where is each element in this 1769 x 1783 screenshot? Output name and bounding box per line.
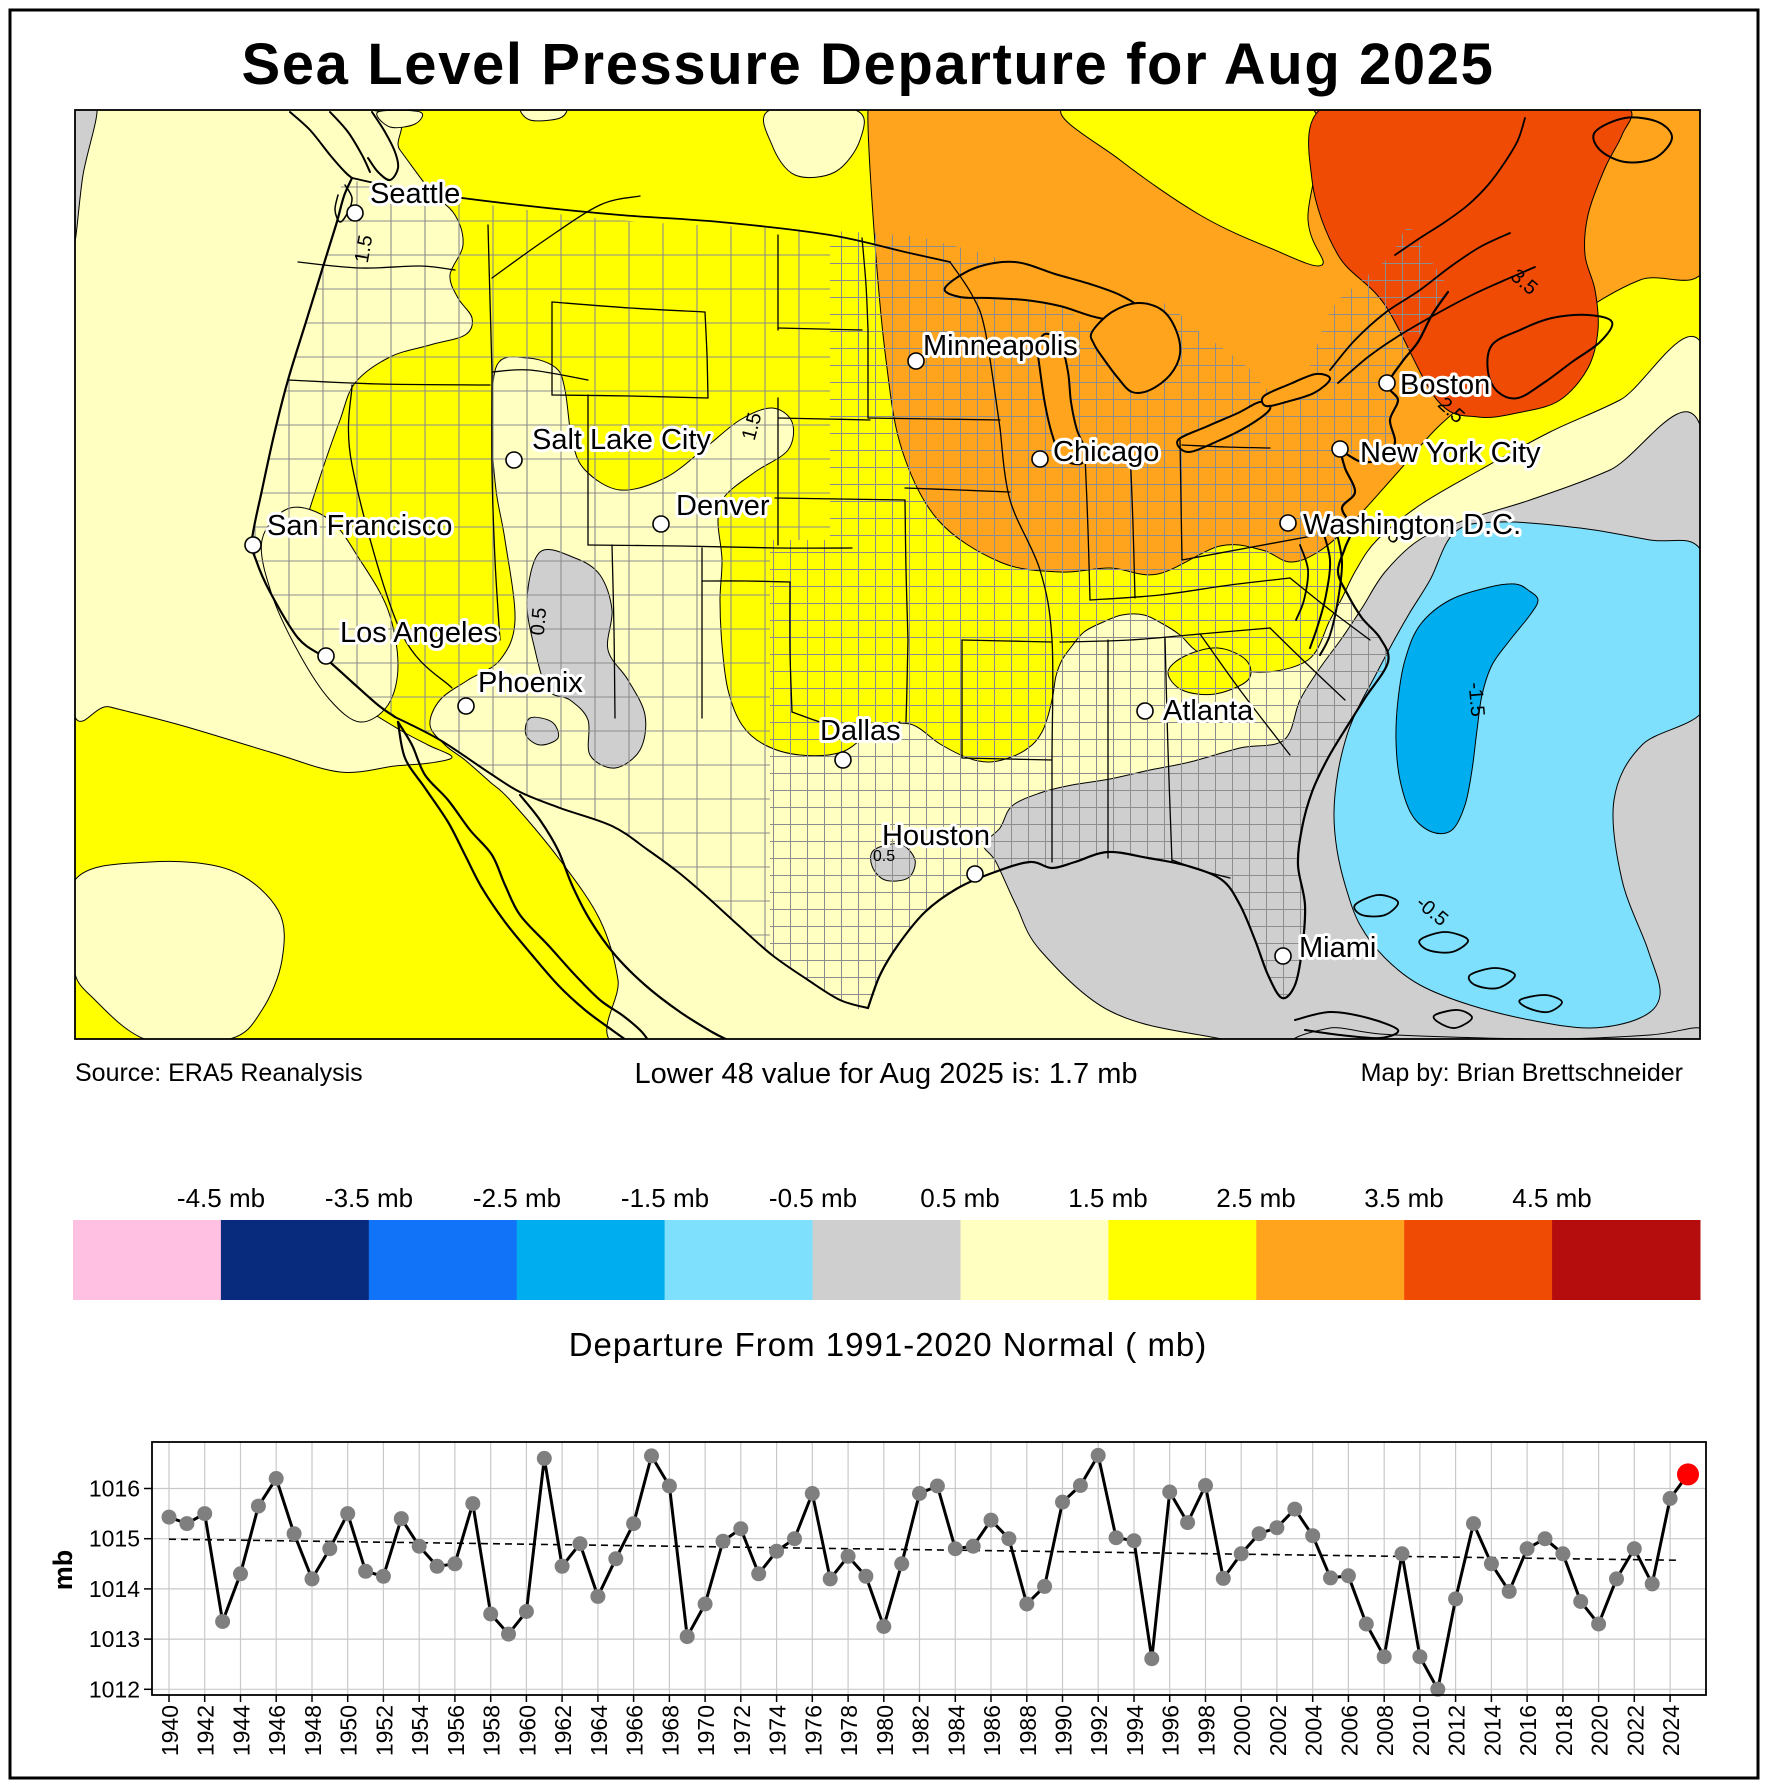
svg-text:1968: 1968 [657,1705,683,1756]
svg-text:1948: 1948 [300,1705,326,1756]
svg-text:-1.5: -1.5 [1464,681,1489,717]
svg-text:2010: 2010 [1408,1705,1434,1756]
svg-text:2.5 mb: 2.5 mb [1216,1183,1296,1213]
svg-text:1980: 1980 [872,1705,898,1756]
svg-text:Dallas: Dallas [820,715,901,747]
svg-text:mb: mb [48,1550,78,1591]
svg-text:1972: 1972 [729,1705,755,1756]
svg-text:1950: 1950 [336,1705,362,1756]
svg-text:-4.5 mb: -4.5 mb [177,1183,265,1213]
svg-text:-2.5 mb: -2.5 mb [473,1183,561,1213]
svg-text:1940: 1940 [157,1705,183,1756]
svg-text:2018: 2018 [1551,1705,1577,1756]
svg-text:1956: 1956 [443,1705,469,1756]
svg-text:1960: 1960 [514,1705,540,1756]
svg-text:1.5: 1.5 [351,233,377,264]
svg-text:1992: 1992 [1086,1705,1112,1756]
svg-text:Chicago: Chicago [1053,436,1159,468]
svg-text:Houston: Houston [882,820,990,852]
svg-text:0.5 mb: 0.5 mb [920,1183,1000,1213]
svg-text:1976: 1976 [800,1705,826,1756]
svg-text:Map by: Brian Brettschneider: Map by: Brian Brettschneider [1361,1059,1683,1087]
svg-text:Salt Lake City: Salt Lake City [532,424,711,456]
svg-text:2008: 2008 [1372,1705,1398,1756]
svg-text:-3.5 mb: -3.5 mb [325,1183,413,1213]
svg-text:4.5 mb: 4.5 mb [1512,1183,1592,1213]
svg-text:1964: 1964 [586,1705,612,1756]
svg-text:1990: 1990 [1051,1705,1077,1756]
svg-text:2006: 2006 [1336,1705,1362,1756]
svg-text:1988: 1988 [1015,1705,1041,1756]
svg-text:1014: 1014 [89,1576,140,1602]
svg-text:1942: 1942 [193,1705,219,1756]
svg-text:1996: 1996 [1158,1705,1184,1756]
svg-text:Denver: Denver [676,490,770,522]
svg-text:1974: 1974 [765,1705,791,1756]
svg-text:2002: 2002 [1265,1705,1291,1756]
svg-text:1970: 1970 [693,1705,719,1756]
svg-text:Seattle: Seattle [370,178,460,210]
svg-text:Phoenix: Phoenix [478,667,583,699]
svg-text:1962: 1962 [550,1705,576,1756]
svg-text:2020: 2020 [1587,1705,1613,1756]
svg-text:Source: ERA5 Reanalysis: Source: ERA5 Reanalysis [75,1059,363,1087]
svg-text:2012: 2012 [1444,1705,1470,1756]
svg-text:1966: 1966 [622,1705,648,1756]
svg-text:1013: 1013 [89,1626,140,1652]
svg-text:1984: 1984 [943,1705,969,1756]
svg-text:0.5: 0.5 [527,607,551,637]
svg-text:1994: 1994 [1122,1705,1148,1756]
svg-text:Lower 48 value for Aug 2025 is: Lower 48 value for Aug 2025 is: 1.7 mb [635,1058,1138,1090]
svg-text:Los Angeles: Los Angeles [340,617,498,649]
svg-text:1.5 mb: 1.5 mb [1068,1183,1148,1213]
svg-text:San Francisco: San Francisco [267,510,452,542]
svg-text:3.5 mb: 3.5 mb [1364,1183,1444,1213]
svg-text:1954: 1954 [407,1705,433,1756]
svg-text:1944: 1944 [229,1705,255,1756]
svg-text:1946: 1946 [264,1705,290,1756]
svg-text:Miami: Miami [1299,932,1376,964]
svg-text:1952: 1952 [371,1705,397,1756]
svg-text:Washington D.C.: Washington D.C. [1303,509,1521,541]
svg-text:New York City: New York City [1360,437,1541,469]
svg-text:1982: 1982 [908,1705,934,1756]
svg-text:0.5: 0.5 [873,848,895,865]
svg-text:2004: 2004 [1301,1705,1327,1756]
svg-text:1998: 1998 [1194,1705,1220,1756]
svg-text:1016: 1016 [89,1476,140,1502]
svg-text:Atlanta: Atlanta [1163,695,1254,727]
svg-text:Sea Level Pressure Departure f: Sea Level Pressure Departure for Aug 202… [242,32,1495,97]
svg-text:1015: 1015 [89,1526,140,1552]
svg-text:1958: 1958 [479,1705,505,1756]
svg-text:1986: 1986 [979,1705,1005,1756]
svg-text:Boston: Boston [1400,369,1490,401]
svg-text:2024: 2024 [1658,1705,1684,1756]
svg-text:2014: 2014 [1479,1705,1505,1756]
svg-text:Minneapolis: Minneapolis [923,330,1078,362]
svg-text:2000: 2000 [1229,1705,1255,1756]
svg-text:1978: 1978 [836,1705,862,1756]
svg-text:-1.5 mb: -1.5 mb [621,1183,709,1213]
svg-text:2016: 2016 [1515,1705,1541,1756]
svg-text:Departure From 1991-2020 Norma: Departure From 1991-2020 Normal ( mb) [569,1326,1208,1363]
svg-text:1012: 1012 [89,1676,140,1702]
svg-text:2022: 2022 [1622,1705,1648,1756]
svg-text:-0.5 mb: -0.5 mb [769,1183,857,1213]
